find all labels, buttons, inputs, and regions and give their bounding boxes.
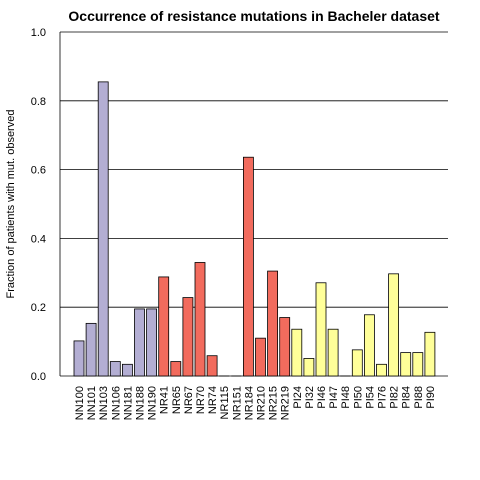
x-tick-label: NR151 <box>231 386 243 420</box>
bar-nn106 <box>109 361 121 377</box>
y-tick-label: 0.2 <box>31 302 46 314</box>
x-tick-label: NR219 <box>280 386 292 420</box>
bar-pi82 <box>388 273 400 377</box>
bar-pi46 <box>315 282 327 377</box>
y-tick-label: 0.4 <box>31 233 46 245</box>
x-tick-label: PI32 <box>304 386 316 409</box>
y-tick-label: 0.6 <box>31 165 46 177</box>
x-tick-label: PI46 <box>316 386 328 409</box>
x-tick-label: NN101 <box>86 386 98 420</box>
x-tick-label: PI88 <box>413 386 425 409</box>
y-tick-label: 1.0 <box>31 27 46 39</box>
x-tick-label: NN181 <box>122 386 134 420</box>
y-axis-label: Fraction of patients with mut. observed <box>5 110 17 299</box>
bar-pi88 <box>412 352 424 377</box>
bar-nr41 <box>158 276 170 377</box>
x-tick-label: NR210 <box>256 386 268 420</box>
x-tick-label: NN100 <box>74 386 86 420</box>
bar-nr219 <box>279 317 291 377</box>
x-tick-label: NN103 <box>98 386 110 420</box>
x-tick-label: PI76 <box>377 386 389 409</box>
x-tick-label: NR65 <box>171 386 183 414</box>
bar-nr74 <box>206 355 218 377</box>
bar-nr70 <box>194 262 206 377</box>
x-tick-label: NR115 <box>219 386 231 419</box>
bar-nn188 <box>134 308 145 377</box>
x-tick-label: NN190 <box>147 386 159 420</box>
x-tick-label: NR70 <box>195 386 207 414</box>
x-tick-label: NR41 <box>159 386 171 414</box>
x-tick-label: PI82 <box>389 386 401 409</box>
y-axis: 0.0 0.2 0.4 0.6 0.8 1.0 <box>31 27 61 383</box>
bar-pi32 <box>303 358 315 377</box>
bar-nr210 <box>255 337 266 377</box>
x-tick-label: NR215 <box>268 386 280 420</box>
bar-pi84 <box>400 352 412 377</box>
bar-pi54 <box>363 314 375 377</box>
x-tick-labels: NN100 NN101 NN103 NN106 NN181 NN188 NN190 NR41 N… <box>74 386 437 420</box>
bar-nn181 <box>122 363 133 377</box>
bar-nn190 <box>146 308 158 377</box>
bar-pi50 <box>351 349 363 377</box>
y-tick-label: 0.0 <box>31 371 46 383</box>
x-tick-label: NR184 <box>243 386 255 420</box>
bar-pi76 <box>376 363 387 377</box>
x-tick-label: NN188 <box>135 386 147 420</box>
x-tick-label: PI24 <box>292 386 304 409</box>
y-tick-label: 0.8 <box>31 96 46 108</box>
x-tick-label: NN106 <box>110 386 122 420</box>
bar-nn100 <box>73 340 85 377</box>
bar-nr215 <box>267 270 279 377</box>
x-tick-label: NR74 <box>207 386 219 414</box>
bar-nr65 <box>170 361 182 377</box>
bar-pi90 <box>424 331 436 377</box>
bars <box>73 81 436 377</box>
chart-title: Occurrence of resistance mutations in Ba… <box>68 8 439 24</box>
bar-pi24 <box>291 328 303 377</box>
bar-pi47 <box>327 328 339 377</box>
bar-nn101 <box>85 322 97 377</box>
bar-nr67 <box>182 297 194 377</box>
x-tick-label: NR67 <box>183 386 195 414</box>
x-tick-label: PI84 <box>401 386 413 409</box>
x-tick-label: PI48 <box>340 386 352 409</box>
bar-nn103 <box>97 81 109 377</box>
x-tick-label: PI47 <box>328 386 340 409</box>
x-tick-label: PI90 <box>425 386 437 409</box>
x-tick-label: PI54 <box>364 386 376 409</box>
bar-nr184 <box>242 156 254 377</box>
x-tick-label: PI50 <box>352 386 364 409</box>
